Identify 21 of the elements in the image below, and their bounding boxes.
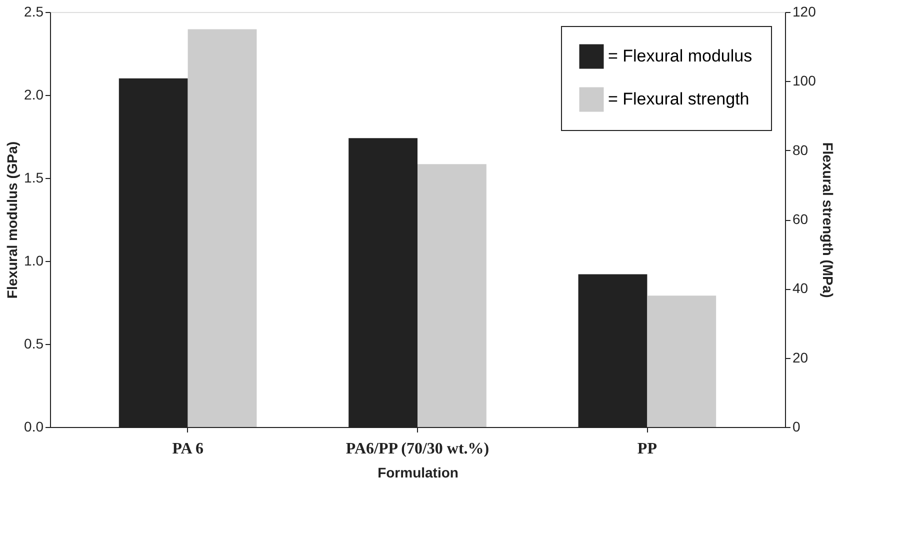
y2-tick-label: 100 [792, 72, 816, 89]
y-tick-label: 1.5 [24, 170, 44, 186]
y-tick-label: 2.0 [24, 86, 44, 102]
y2-tick-label: 40 [792, 280, 808, 296]
y2-tick-label: 120 [792, 4, 816, 20]
y-tick-label: 0.5 [24, 336, 44, 352]
x-tick-label: PP [637, 440, 658, 458]
y2-axis-title: Flexural strength (MPa) [820, 142, 836, 298]
y-tick-label: 1.0 [24, 252, 44, 268]
legend-label: = Flexural modulus [608, 46, 752, 66]
x-tick-label: PA 6 [172, 440, 204, 458]
x-tick-label: PA6/PP (70/30 wt.%) [346, 440, 490, 458]
x-axis-title: Formulation [378, 464, 458, 480]
y-axis-title: Flexural modulus (GPa) [4, 141, 20, 299]
y2-tick-label: 60 [792, 211, 808, 227]
legend-label: = Flexural strength [608, 90, 750, 108]
y2-tick-label: 80 [792, 142, 808, 158]
y2-tick-label: 0 [792, 418, 800, 434]
y-tick-label: 2.5 [24, 4, 44, 20]
y-tick-label: 0.0 [24, 418, 44, 434]
y2-tick-label: 20 [792, 349, 808, 366]
